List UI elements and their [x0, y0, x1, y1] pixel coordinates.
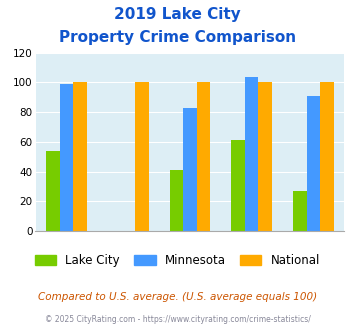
- Bar: [73, 82, 87, 231]
- Legend: Lake City, Minnesota, National: Lake City, Minnesota, National: [30, 249, 325, 272]
- Bar: [135, 82, 148, 231]
- Bar: [60, 84, 73, 231]
- Bar: [307, 96, 320, 231]
- Text: © 2025 CityRating.com - https://www.cityrating.com/crime-statistics/: © 2025 CityRating.com - https://www.city…: [45, 315, 310, 324]
- Text: 2019 Lake City: 2019 Lake City: [114, 7, 241, 21]
- Bar: [46, 151, 60, 231]
- Bar: [258, 82, 272, 231]
- Bar: [183, 108, 197, 231]
- Bar: [293, 191, 307, 231]
- Text: Property Crime Comparison: Property Crime Comparison: [59, 30, 296, 45]
- Text: Compared to U.S. average. (U.S. average equals 100): Compared to U.S. average. (U.S. average …: [38, 292, 317, 302]
- Bar: [320, 82, 334, 231]
- Bar: [197, 82, 210, 231]
- Bar: [170, 170, 183, 231]
- Bar: [231, 140, 245, 231]
- Bar: [245, 77, 258, 231]
